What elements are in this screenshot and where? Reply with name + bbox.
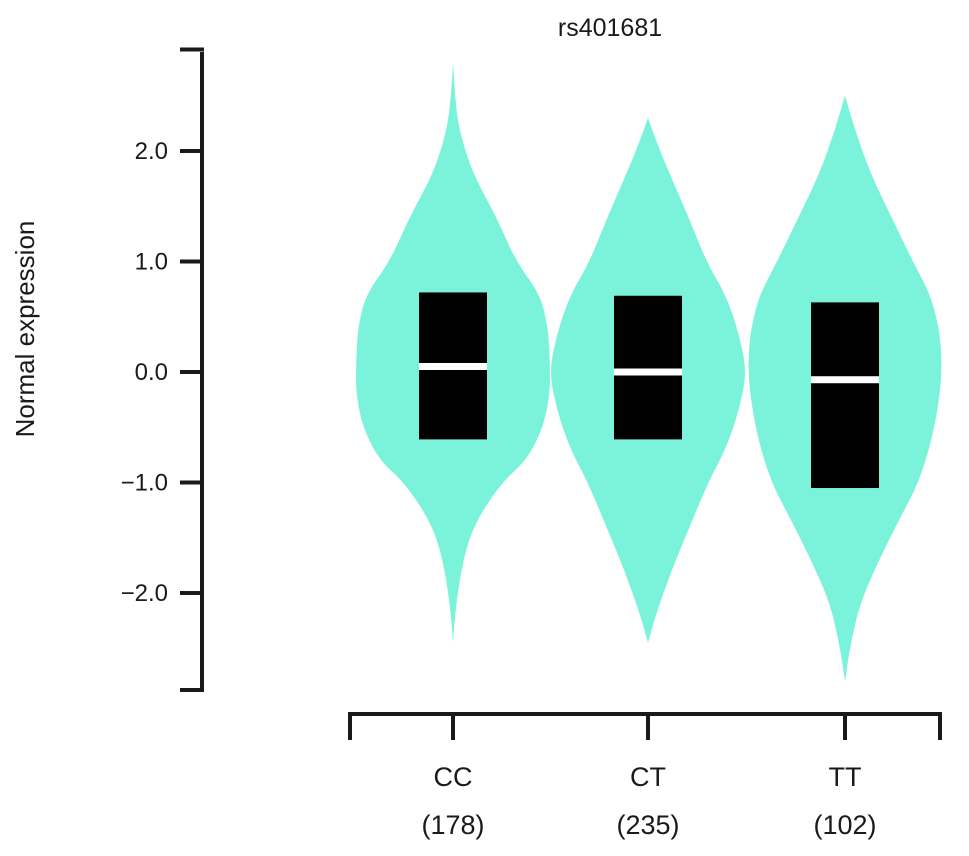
y-tick-label-4: −2.0 [121, 580, 168, 607]
box-group [419, 292, 879, 489]
x-tick-label-tt: TT [829, 762, 862, 792]
chart-title: rs401681 [558, 14, 662, 42]
median-line-ct [614, 368, 682, 376]
y-axis: 2.0 1.0 0.0 −1.0 −2.0 [121, 47, 204, 692]
sample-count-ct: (235) [616, 810, 679, 840]
y-tick-label-1: 1.0 [135, 249, 168, 276]
x-axis: CC (178) CT (235) TT (102) [348, 712, 942, 840]
median-line-cc [419, 362, 487, 370]
x-tick-label-ct: CT [630, 762, 666, 792]
iqr-box-tt [811, 302, 879, 489]
iqr-box-ct [614, 295, 682, 440]
y-tick-label-0: 2.0 [135, 138, 168, 165]
y-axis-label: Normal expression [10, 221, 40, 438]
median-line-tt [811, 376, 879, 384]
sample-count-tt: (102) [813, 810, 876, 840]
y-tick-label-3: −1.0 [121, 470, 168, 497]
x-tick-label-cc: CC [434, 762, 473, 792]
y-tick-label-2: 0.0 [135, 359, 168, 386]
sample-count-cc: (178) [421, 810, 484, 840]
